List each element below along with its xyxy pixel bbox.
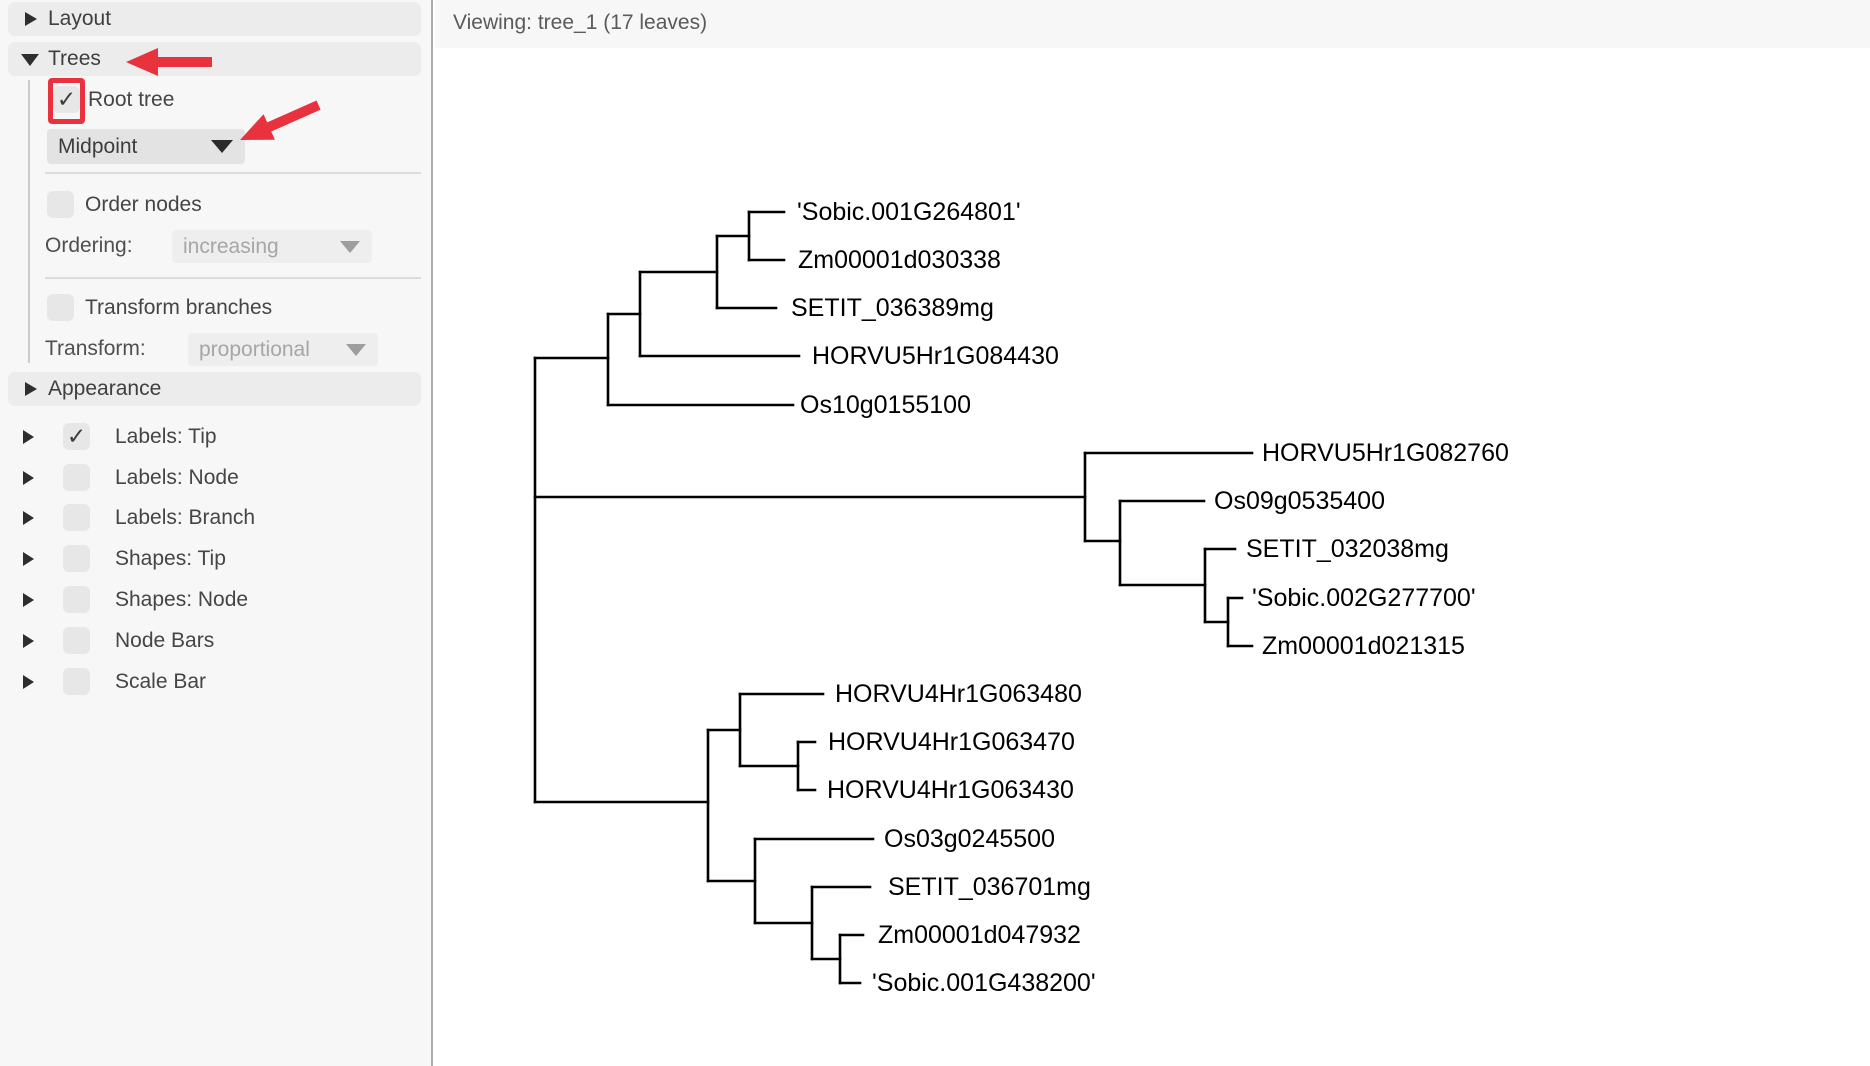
order-nodes-label: Order nodes: [85, 193, 202, 216]
check-icon: ✓: [56, 86, 77, 112]
dropdown-caret-icon: [346, 344, 366, 356]
tip-label: Zm00001d030338: [798, 246, 1001, 274]
tip-label: 'Sobic.002G277700': [1252, 584, 1476, 612]
sidebar-item-shapes-node: ✓ Shapes: Node: [0, 585, 433, 615]
tip-label: SETIT_036389mg: [791, 294, 994, 322]
expand-icon[interactable]: [23, 593, 34, 607]
tip-label: SETIT_032038mg: [1246, 535, 1449, 563]
viewer-status: Viewing: tree_1 (17 leaves): [453, 11, 708, 34]
shapes-tip-label: Shapes: Tip: [115, 547, 226, 570]
order-nodes-checkbox[interactable]: ✓: [47, 191, 74, 218]
viewer-header: Viewing: tree_1 (17 leaves): [435, 0, 1870, 48]
transform-select: proportional: [188, 333, 378, 366]
sidebar: Layout Trees ✓ Root tree Midpoint ✓ Orde…: [0, 0, 433, 1066]
annotation-arrow-midpoint: [240, 100, 321, 140]
ordering-value: increasing: [183, 235, 279, 258]
sidebar-item-shapes-tip: ✓ Shapes: Tip: [0, 544, 433, 574]
collapse-icon: [21, 54, 39, 66]
section-header-appearance[interactable]: Appearance: [8, 372, 421, 406]
root-tree-checkbox[interactable]: ✓: [53, 86, 80, 113]
labels-branch-label: Labels: Branch: [115, 506, 256, 529]
tip-label: HORVU4Hr1G063430: [827, 776, 1074, 804]
transform-branches-checkbox[interactable]: ✓: [47, 294, 74, 321]
labels-branch-checkbox[interactable]: ✓: [63, 504, 90, 531]
transform-label: Transform:: [45, 337, 146, 360]
indent-guide: [28, 80, 30, 363]
labels-node-label: Labels: Node: [115, 466, 239, 489]
dropdown-caret-icon: [340, 241, 360, 253]
node-bars-label: Node Bars: [115, 629, 215, 652]
dropdown-caret-icon: [211, 140, 233, 153]
tip-label: SETIT_036701mg: [888, 873, 1091, 901]
labels-tip-label: Labels: Tip: [115, 425, 217, 448]
annotation-arrow-trees: [126, 48, 212, 76]
expand-icon[interactable]: [23, 471, 34, 485]
check-icon: ✓: [66, 423, 87, 449]
tip-label: 'Sobic.001G264801': [797, 198, 1021, 226]
shapes-tip-checkbox[interactable]: ✓: [63, 545, 90, 572]
tip-label: HORVU5Hr1G082760: [1262, 439, 1509, 467]
tip-label: Os09g0535400: [1214, 487, 1385, 515]
section-label-trees: Trees: [48, 47, 101, 70]
node-bars-checkbox[interactable]: ✓: [63, 627, 90, 654]
ordering-label: Ordering:: [45, 234, 133, 257]
tip-label: HORVU5Hr1G084430: [812, 342, 1059, 370]
transform-value: proportional: [199, 338, 310, 361]
transform-branches-label: Transform branches: [85, 296, 273, 319]
root-method-value: Midpoint: [58, 135, 138, 158]
expand-icon[interactable]: [23, 675, 34, 689]
tip-label: Os10g0155100: [800, 391, 971, 419]
sidebar-item-labels-tip: ✓ Labels: Tip: [0, 422, 433, 452]
sidebar-item-node-bars: ✓ Node Bars: [0, 626, 433, 656]
shapes-node-checkbox[interactable]: ✓: [63, 586, 90, 613]
labels-tip-checkbox[interactable]: ✓: [63, 423, 90, 450]
sidebar-item-scale-bar: ✓ Scale Bar: [0, 667, 433, 697]
tip-label: Os03g0245500: [884, 825, 1055, 853]
expand-icon: [25, 12, 37, 26]
section-header-trees[interactable]: Trees: [8, 42, 421, 76]
section-label-layout: Layout: [48, 7, 112, 30]
root-method-select[interactable]: Midpoint: [47, 129, 245, 164]
labels-node-checkbox[interactable]: ✓: [63, 464, 90, 491]
tip-label: HORVU4Hr1G063470: [828, 728, 1075, 756]
scale-bar-checkbox[interactable]: ✓: [63, 668, 90, 695]
root-tree-label: Root tree: [88, 88, 175, 111]
tip-label: HORVU4Hr1G063480: [835, 680, 1082, 708]
expand-icon[interactable]: [23, 634, 34, 648]
annotation-box-root-checkbox: [48, 78, 85, 124]
expand-icon[interactable]: [23, 552, 34, 566]
ordering-select: increasing: [172, 230, 372, 263]
shapes-node-label: Shapes: Node: [115, 588, 249, 611]
expand-icon: [25, 382, 37, 396]
section-label-appearance: Appearance: [48, 377, 162, 400]
tip-label: Zm00001d021315: [1262, 632, 1465, 660]
sidebar-item-labels-branch: ✓ Labels: Branch: [0, 503, 433, 533]
divider: [45, 172, 421, 174]
scale-bar-label: Scale Bar: [115, 670, 207, 693]
expand-icon[interactable]: [23, 430, 34, 444]
expand-icon[interactable]: [23, 511, 34, 525]
tip-label: 'Sobic.001G438200': [872, 969, 1096, 997]
section-header-layout[interactable]: Layout: [8, 2, 421, 36]
divider: [45, 277, 421, 279]
tip-label: Zm00001d047932: [878, 921, 1081, 949]
sidebar-item-labels-node: ✓ Labels: Node: [0, 463, 433, 493]
